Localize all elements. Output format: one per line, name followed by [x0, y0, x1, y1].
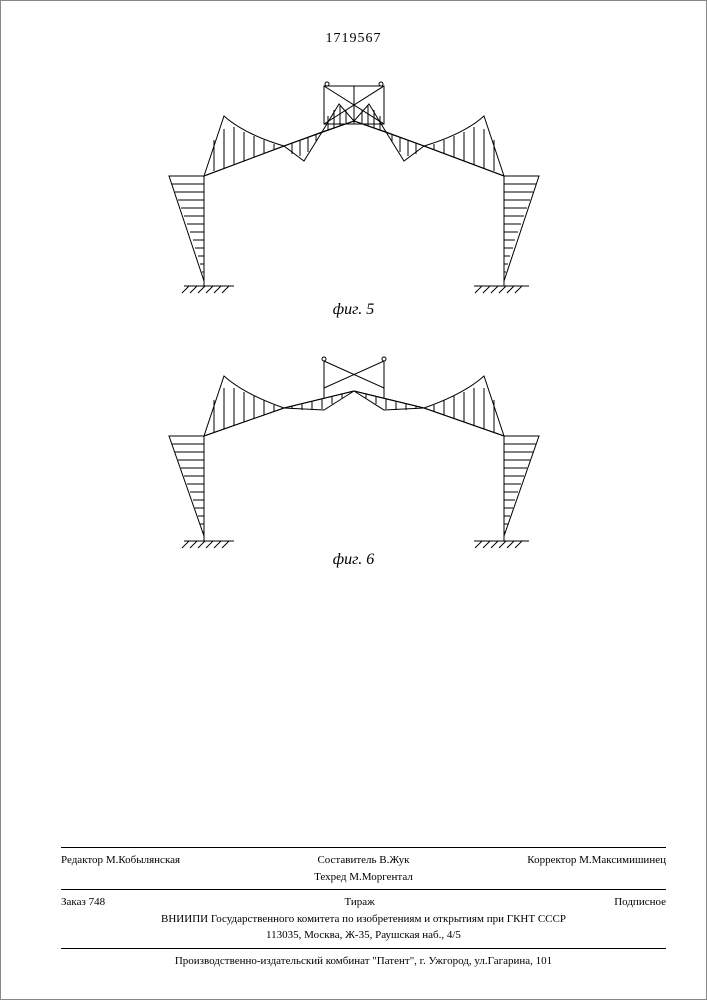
compiler-techred-credit: Составитель В.Жук Техред М.Моргентал — [269, 852, 457, 885]
figure-5-diagram — [134, 66, 574, 301]
document-number: 1719567 — [1, 31, 706, 47]
editor-credit: Редактор М.Кобылянская — [61, 852, 249, 885]
corrector-credit: Корректор М.Максимишинец — [478, 852, 666, 885]
org-address: 113035, Москва, Ж-35, Раушская наб., 4/5 — [61, 927, 666, 944]
figure-5-label: фиг. 5 — [1, 301, 706, 319]
printer-line: Производственно-издательский комбинат "П… — [61, 953, 666, 970]
patent-page: 1719567 — [0, 0, 707, 1000]
footer-colophon: Редактор М.Кобылянская Составитель В.Жук… — [61, 843, 666, 969]
figure-6-diagram — [134, 336, 574, 556]
figure-6-label: фиг. 6 — [1, 551, 706, 569]
org-line: ВНИИПИ Государственного комитета по изоб… — [61, 911, 666, 928]
order-row: Заказ 748 Тираж Подписное — [61, 894, 666, 911]
